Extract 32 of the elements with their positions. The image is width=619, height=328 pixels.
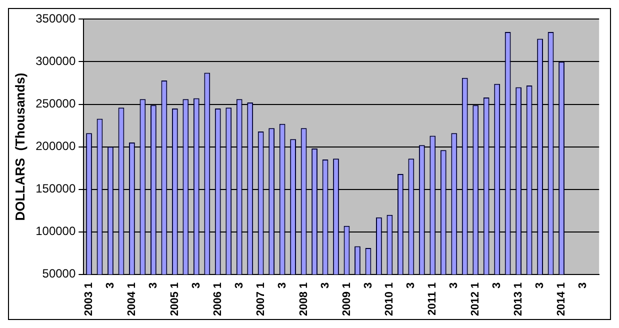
x-tick-label: 2006 1 [212, 282, 224, 316]
y-tick-label: 150000 [36, 182, 76, 196]
x-tick-label: 2014 1 [556, 282, 568, 316]
x-tick-label: 2009 1 [340, 282, 353, 316]
x-tick-label: 2005 1 [168, 282, 181, 316]
x-tick-label: 2003 1 [83, 282, 96, 316]
x-tick-label: 3 [276, 282, 288, 288]
y-tick-label: 350000 [36, 12, 76, 26]
x-tick-label: 3 [491, 282, 504, 288]
x-tick-label: 2008 1 [298, 282, 310, 316]
x-tick-label: 2004 1 [126, 282, 138, 316]
y-tick-label: 200000 [36, 139, 76, 154]
y-tick-label: 250000 [36, 96, 76, 111]
x-tick-label: 3 [534, 282, 546, 288]
x-tick-label: 2007 1 [254, 282, 267, 316]
x-tick-label: 3 [362, 282, 374, 288]
x-tick-label: 3 [577, 282, 590, 288]
x-tick-label: 2010 1 [384, 282, 396, 316]
x-tick-label: 2011 1 [426, 282, 439, 316]
x-tick-label: 3 [233, 282, 246, 288]
x-tick-label: 3 [319, 282, 332, 288]
y-tick-label: 300000 [36, 54, 76, 68]
x-tick-label: 3 [190, 282, 202, 288]
y-tick-label: 100000 [36, 224, 76, 238]
x-tick-label: 3 [104, 282, 117, 288]
x-tick-label: 3 [147, 282, 160, 288]
y-tick-label: 50000 [42, 266, 76, 281]
x-tick-label: 2012 1 [470, 282, 482, 316]
y-axis-title: DOLLARS (Thousands) [12, 72, 28, 221]
x-tick-label: 3 [448, 282, 460, 288]
x-tick-label: 2013 1 [512, 282, 525, 316]
x-tick-label: 3 [405, 282, 418, 288]
